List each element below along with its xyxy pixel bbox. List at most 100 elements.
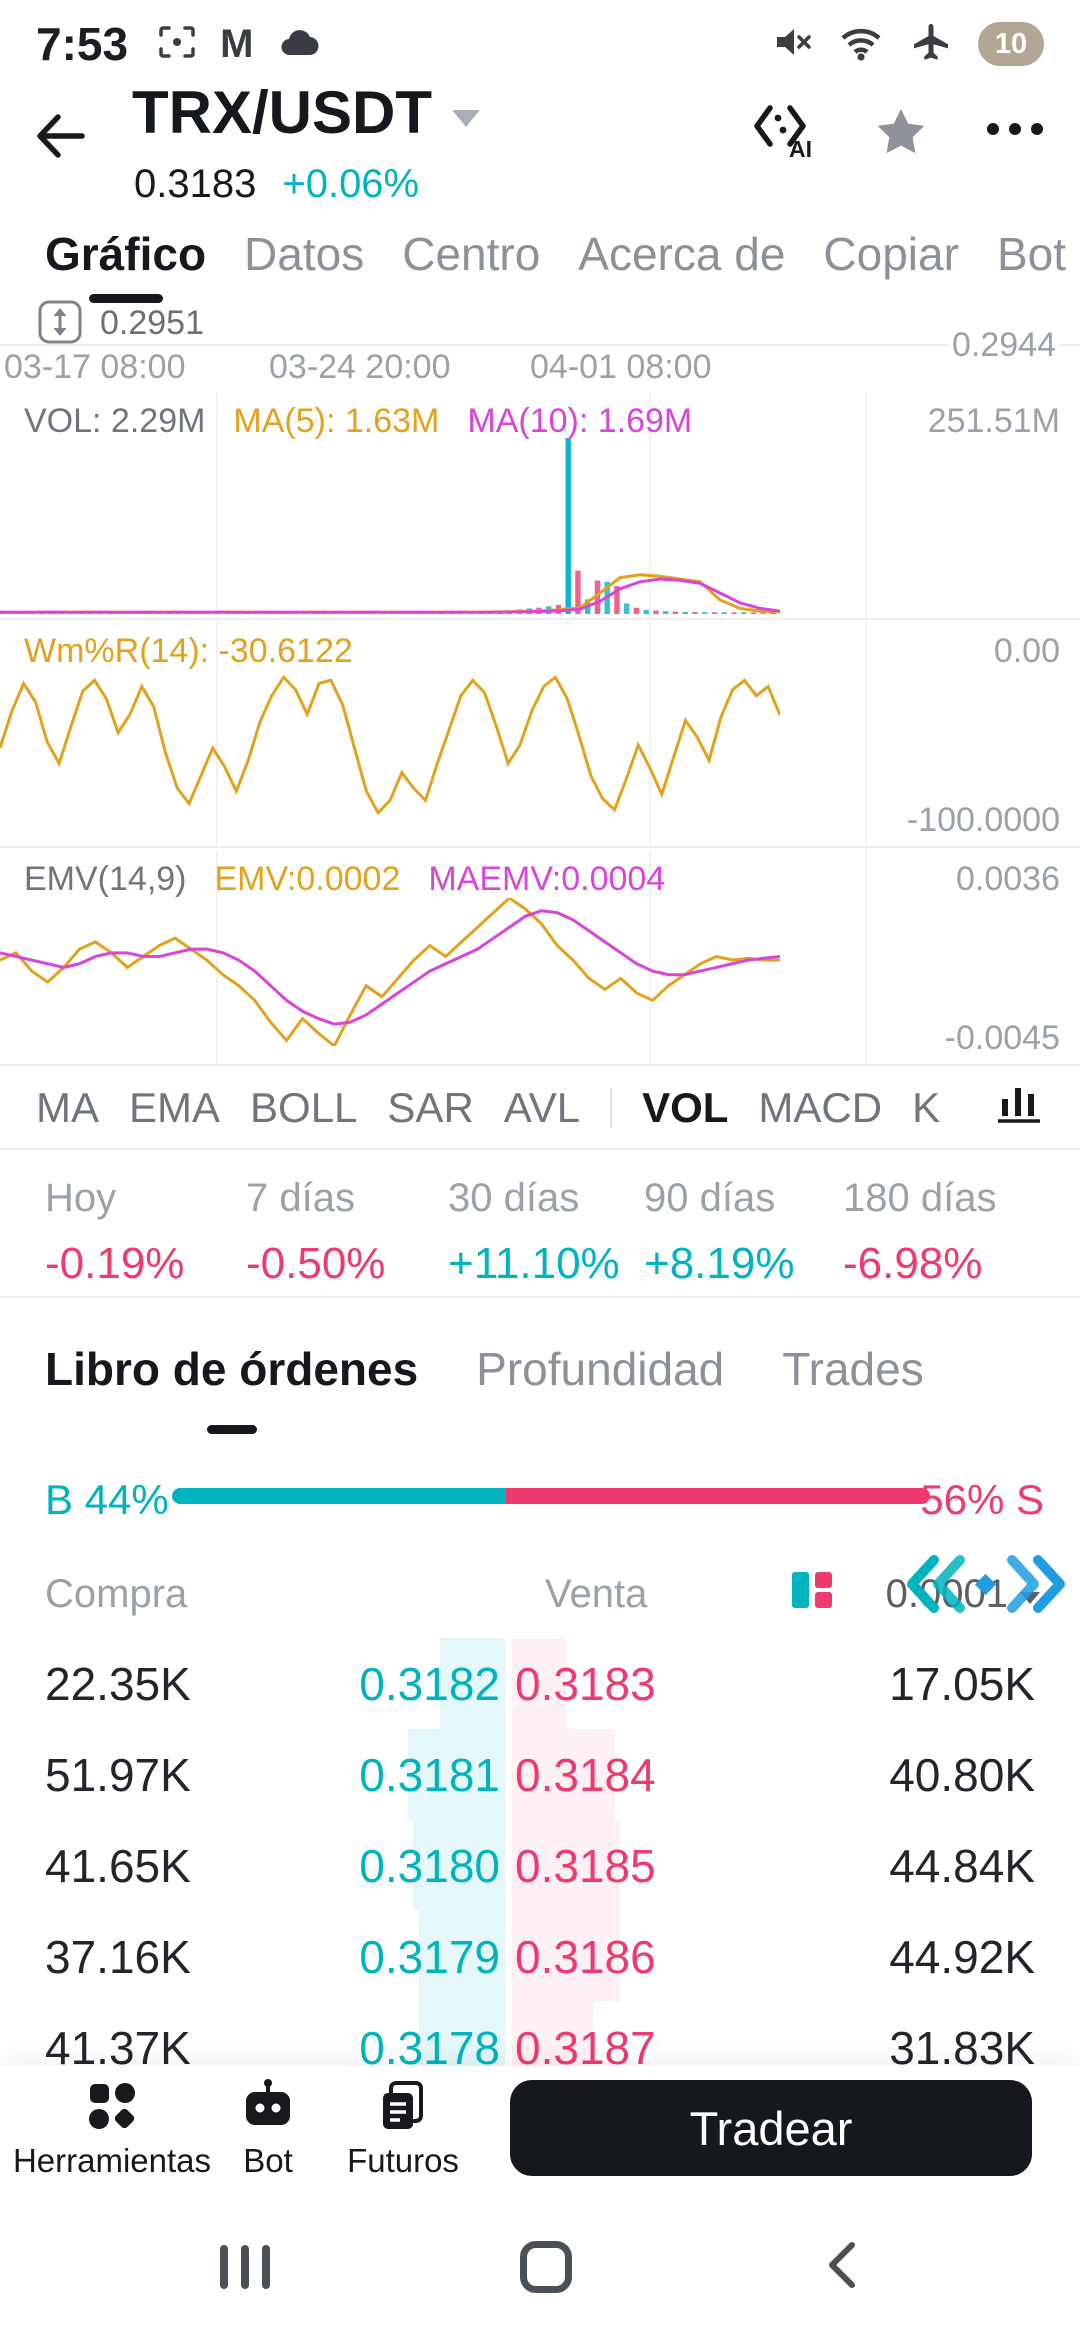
favorite-star-icon[interactable] [874, 106, 928, 158]
sell-depth-bar [512, 1911, 620, 2002]
buy-column-header: Compra [45, 1572, 188, 1616]
tab-libro-de-ordenes[interactable]: Libro de órdenes [45, 1343, 419, 1395]
orderbook-row[interactable]: 51.97K 0.3181 0.3184 40.80K [0, 1729, 1080, 1820]
sell-amount: 40.80K [889, 1748, 1035, 1801]
orderbook-layout-icon[interactable] [790, 1568, 834, 1622]
emv-title-label: EMV(14,9) [24, 860, 187, 898]
indicator-settings-icon[interactable] [994, 1081, 1044, 1135]
indicator-avl[interactable]: AVL [503, 1084, 581, 1131]
perf-hoy: Hoy -0.19% [45, 1176, 185, 1288]
price-axis-partial: 0.2951 0.2944 [0, 300, 1080, 365]
indicator-selector: MA EMA BOLL SAR AVL VOL MACD K [0, 1068, 1080, 1150]
orderbook-row[interactable]: 41.65K 0.3180 0.3185 44.84K [0, 1820, 1080, 1911]
weather-icon [277, 24, 321, 65]
volume-legend: VOL: 2.29M MA(5): 1.63M MA(10): 1.69M [24, 402, 692, 441]
price-summary: 0.3183 +0.06% [134, 162, 419, 207]
android-nav-bar [0, 2194, 1080, 2340]
time-tick: 03-24 20:00 [269, 348, 451, 386]
tab-centro[interactable]: Centro [402, 228, 541, 280]
status-bar: 7:53 M 10 [0, 0, 1080, 76]
perf-30d: 30 días +11.10% [448, 1176, 620, 1288]
price-axis-label: 0.2944 [948, 326, 1060, 365]
gridline [216, 850, 218, 1064]
emv-value-label: EMV:0.0002 [214, 860, 401, 898]
trade-button[interactable]: Tradear [510, 2080, 1032, 2176]
more-options-icon[interactable] [986, 122, 1044, 141]
chart-area[interactable]: 0.2951 0.2944 03-17 08:00 03-24 20:00 04… [0, 300, 1080, 1068]
futures-button[interactable]: Futuros [303, 2076, 503, 2180]
tab-datos[interactable]: Datos [244, 228, 365, 280]
sell-depth-bar [512, 1638, 566, 1729]
futures-icon [303, 2076, 503, 2134]
buy-price[interactable]: 0.3180 [359, 1839, 500, 1892]
buy-price[interactable]: 0.3181 [359, 1748, 500, 1801]
sell-price[interactable]: 0.3184 [515, 1748, 656, 1801]
price-scale-drag-icon[interactable] [38, 300, 82, 349]
tab-grafico[interactable]: Gráfico [45, 228, 207, 280]
sell-amount: 44.84K [889, 1839, 1035, 1892]
emv-chart [0, 898, 780, 1046]
volume-chart [0, 438, 780, 614]
sell-price[interactable]: 0.3183 [515, 1657, 656, 1710]
pair-selector[interactable]: TRX/USDT [132, 78, 480, 147]
back-button[interactable] [32, 110, 88, 167]
price-change: +0.06% [282, 162, 420, 206]
indicator-vol[interactable]: VOL [642, 1084, 729, 1131]
promo-chevrons-icon [898, 1550, 1074, 1628]
buy-price[interactable]: 0.3178 [359, 2021, 500, 2074]
orderbook-row[interactable]: 22.35K 0.3182 0.3183 17.05K [0, 1638, 1080, 1729]
indicator-kdj[interactable]: K [912, 1084, 941, 1131]
clock: 7:53 [36, 18, 129, 70]
indicator-ma[interactable]: MA [36, 1084, 99, 1131]
vol-ma5-label: MA(5): 1.63M [233, 402, 440, 440]
buy-depth-bar [419, 1911, 505, 2002]
tools-button[interactable]: Herramientas [12, 2076, 212, 2180]
buy-amount: 51.97K [45, 1748, 191, 1801]
indicator-macd[interactable]: MACD [758, 1084, 883, 1131]
time-tick: 03-17 08:00 [4, 348, 186, 386]
tab-bot[interactable]: Bot [996, 228, 1066, 280]
buy-price[interactable]: 0.3182 [359, 1657, 500, 1710]
tab-copiar[interactable]: Copiar [823, 228, 959, 280]
volume-axis-max: 251.51M [927, 402, 1060, 440]
buy-price[interactable]: 0.3179 [359, 1930, 500, 1983]
emv-legend: EMV(14,9) EMV:0.0002 MAEMV:0.0004 [24, 860, 665, 899]
price-level-label: 0.2951 [100, 304, 204, 342]
bottom-action-bar: Herramientas Bot Futuros Tradear [0, 2066, 1080, 2194]
header-actions: AI [752, 100, 1044, 163]
buy-ratio-label: B 44% [45, 1476, 169, 1523]
chevron-down-icon [452, 110, 480, 127]
tab-trades[interactable]: Trades [782, 1343, 924, 1395]
recents-icon[interactable] [220, 2245, 270, 2289]
sell-price[interactable]: 0.3186 [515, 1930, 656, 1983]
ratio-bar [172, 1488, 930, 1504]
buy-amount: 37.16K [45, 1930, 191, 1983]
sell-price[interactable]: 0.3185 [515, 1839, 656, 1892]
emv-pane[interactable]: EMV(14,9) EMV:0.0002 MAEMV:0.0004 0.0036… [0, 850, 1080, 1066]
indicator-boll[interactable]: BOLL [250, 1084, 358, 1131]
volume-pane[interactable]: VOL: 2.29M MA(5): 1.63M MA(10): 1.69M 25… [0, 392, 1080, 620]
battery-indicator: 10 [978, 22, 1044, 66]
tab-profundidad[interactable]: Profundidad [476, 1343, 725, 1395]
sell-ratio-segment [505, 1488, 930, 1504]
home-icon[interactable] [520, 2241, 572, 2293]
gridline [649, 850, 651, 1064]
indicator-sar[interactable]: SAR [387, 1084, 474, 1131]
buy-amount: 22.35K [45, 1657, 191, 1710]
sell-ratio-label: 56% S [920, 1476, 1044, 1523]
tab-acerca-de[interactable]: Acerca de [578, 228, 786, 280]
divider [610, 1088, 613, 1128]
bot-button[interactable]: Bot [168, 2076, 368, 2180]
sell-price[interactable]: 0.3187 [515, 2021, 656, 2074]
buy-amount: 41.65K [45, 1839, 191, 1892]
ai-analysis-icon[interactable]: AI [752, 100, 816, 163]
sell-depth-bar [512, 1820, 620, 1911]
williams-r-pane[interactable]: Wm%R(14): -30.6122 0.00 -100.0000 [0, 622, 1080, 848]
svg-text:AI: AI [789, 136, 812, 158]
gmail-icon: M [220, 21, 254, 66]
orderbook-header: Compra Venta 0.0001 [0, 1555, 1080, 1622]
orderbook-row[interactable]: 37.16K 0.3179 0.3186 44.92K [0, 1911, 1080, 2002]
back-nav-icon[interactable] [822, 2238, 860, 2297]
indicator-ema[interactable]: EMA [129, 1084, 221, 1131]
